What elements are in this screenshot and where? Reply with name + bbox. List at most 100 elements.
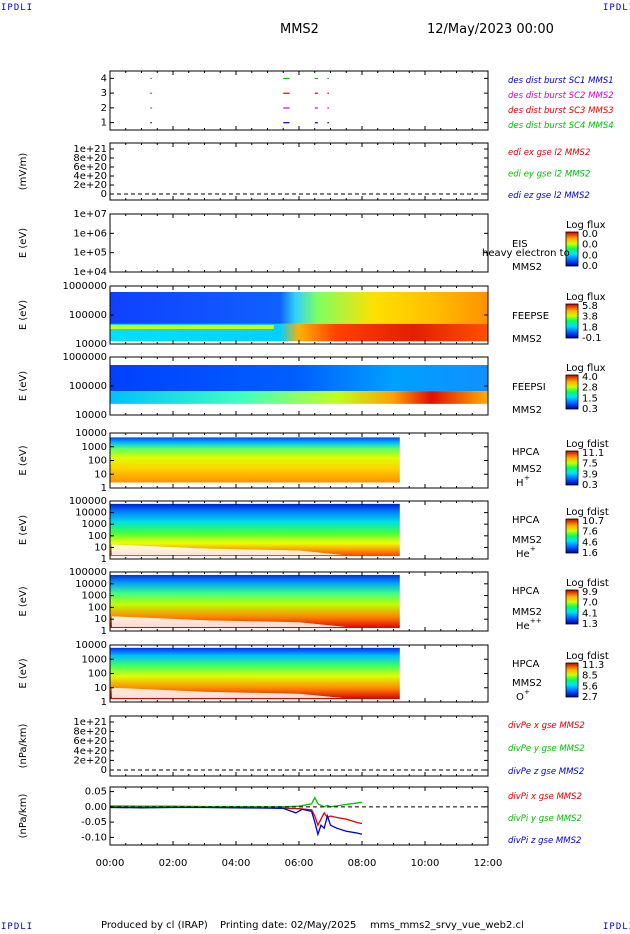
legend-entry: divPe x gse MMS2: [508, 721, 585, 731]
y-tick-label: 10: [94, 469, 107, 480]
colorbar-tick-label: 9.9: [582, 587, 598, 598]
y-tick-label: 1000000: [62, 281, 107, 292]
y-tick-label: 1e+21: [73, 717, 107, 728]
spacecraft-label: MMS2: [512, 334, 542, 345]
colorbar: [565, 450, 579, 486]
colorbar-tick-label: 3.8: [582, 312, 598, 323]
colorbar-tick-label: -0.1: [582, 333, 602, 344]
y-axis-label: (nPa/km): [18, 794, 29, 839]
y-axis-label: E (eV): [18, 228, 29, 258]
y-tick-label: 100: [88, 669, 107, 680]
panel-frame-eis: [109, 213, 489, 273]
legend-entry: des dist burst SC3 MMS3: [508, 106, 614, 116]
y-tick-label: 3: [101, 88, 107, 99]
panel-frame-burst: [109, 70, 489, 131]
y-tick-label: 1e+21: [73, 144, 107, 155]
colorbar-tick-label: 0.3: [582, 404, 598, 415]
footer-printing-date: Printing date: 02/May/2025: [220, 920, 357, 931]
colorbar-title: Log fdist: [566, 578, 609, 589]
y-tick-label: 100000: [69, 381, 107, 392]
colorbar: [565, 231, 579, 267]
species-charge: +: [530, 545, 536, 553]
burst-mark: [150, 77, 152, 80]
legend-entry: des dist burst SC4 MMS4: [508, 121, 614, 131]
colorbar-tick-label: 4.0: [582, 372, 598, 383]
y-tick-label: 0: [101, 765, 107, 776]
footer-logo-right: IPDLI: [603, 922, 630, 932]
footer-filename: mms_mms2_srvy_vue_web2.cl: [370, 920, 524, 931]
species-charge: ++: [530, 617, 542, 625]
feepsi-spectrogram-low: [110, 391, 488, 404]
y-tick-label: 8e+20: [73, 727, 107, 738]
y-tick-label: 8e+20: [73, 153, 107, 164]
y-tick-label: 10000: [75, 428, 107, 439]
colorbar-tick-label: 1.5: [582, 393, 598, 404]
instrument-label: EIS: [512, 239, 528, 250]
y-tick-label: 0.00: [85, 802, 107, 813]
instrument-label: HPCA: [512, 515, 540, 526]
y-tick-label: 1000: [82, 591, 107, 602]
y-axis-label: (nPa/km): [18, 724, 29, 769]
x-tick-label: 06:00: [285, 858, 314, 869]
y-tick-label: 1000: [82, 442, 107, 453]
y-tick-label: -0.05: [81, 817, 107, 828]
colorbar-tick-label: 4.6: [582, 537, 598, 548]
burst-mark: [327, 107, 329, 109]
species-label: He: [516, 549, 530, 560]
legend-entry: divPi x gse MMS2: [508, 792, 582, 802]
y-axis-label: E (eV): [18, 371, 29, 401]
burst-mark: [314, 107, 318, 109]
hpca-empty-region: [112, 687, 344, 698]
burst-mark: [327, 92, 329, 94]
y-tick-label: 0.05: [85, 787, 107, 798]
instrument-label: HPCA: [512, 659, 540, 670]
panel-frame-divpe: [109, 715, 489, 777]
y-tick-label: 2: [101, 103, 107, 114]
y-tick-label: 10000: [75, 410, 107, 421]
burst-mark: [327, 77, 329, 80]
colorbar-tick-label: 2.7: [582, 692, 598, 703]
y-tick-label: 1: [101, 626, 107, 637]
colorbar-tick-label: 0.0: [582, 261, 598, 272]
y-tick-label: 0: [101, 189, 107, 200]
hpca-empty-region: [112, 544, 344, 555]
y-tick-label: 100000: [69, 310, 107, 321]
y-axis-label: E (eV): [18, 300, 29, 330]
y-tick-label: 1: [101, 697, 107, 708]
legend-entry: des dist burst SC1 MMS1: [508, 76, 614, 86]
colorbar-tick-label: 5.8: [582, 301, 598, 312]
legend-entry: divPi z gse MMS2: [508, 836, 581, 846]
y-tick-label: 1e+06: [73, 228, 107, 239]
colorbar-title: Log flux: [566, 363, 606, 374]
colorbar-tick-label: 3.9: [582, 469, 598, 480]
spacecraft-label: MMS2: [512, 464, 542, 475]
legend-entry: edi ey gse l2 MMS2: [508, 170, 590, 180]
y-tick-label: 4e+20: [73, 746, 107, 757]
burst-mark: [150, 92, 152, 94]
colorbar-title: Log flux: [566, 292, 606, 303]
hpca-empty-region: [112, 616, 347, 627]
feepse-spectrogram-high: [110, 292, 488, 324]
legend-entry: divPe y gse MMS2: [508, 744, 585, 754]
y-tick-label: 10000: [75, 508, 107, 519]
panel-frame-divpi: [109, 786, 489, 846]
y-tick-label: 100: [88, 531, 107, 542]
x-tick-label: 12:00: [474, 858, 503, 869]
colorbar: [565, 662, 579, 698]
colorbar-tick-label: 1.6: [582, 548, 598, 559]
y-tick-label: 100: [88, 456, 107, 467]
header-logo-left: IPDLI: [1, 3, 34, 13]
burst-mark: [283, 92, 290, 94]
footer-produced-by: Produced by cl (IRAP): [101, 920, 208, 931]
y-tick-label: 2e+20: [73, 755, 107, 766]
colorbar-tick-label: 11.3: [582, 660, 604, 671]
colorbar-title: Log flux: [566, 220, 606, 231]
x-tick-label: 08:00: [348, 858, 377, 869]
legend-entry: divPi y gse MMS2: [508, 814, 582, 824]
colorbar-tick-label: 1.8: [582, 322, 598, 333]
burst-mark: [283, 107, 290, 109]
x-tick-label: 04:00: [222, 858, 251, 869]
colorbar-tick-label: 1.3: [582, 619, 598, 630]
colorbar-tick-label: 4.1: [582, 608, 598, 619]
colorbar-title: Log fdist: [566, 439, 609, 450]
